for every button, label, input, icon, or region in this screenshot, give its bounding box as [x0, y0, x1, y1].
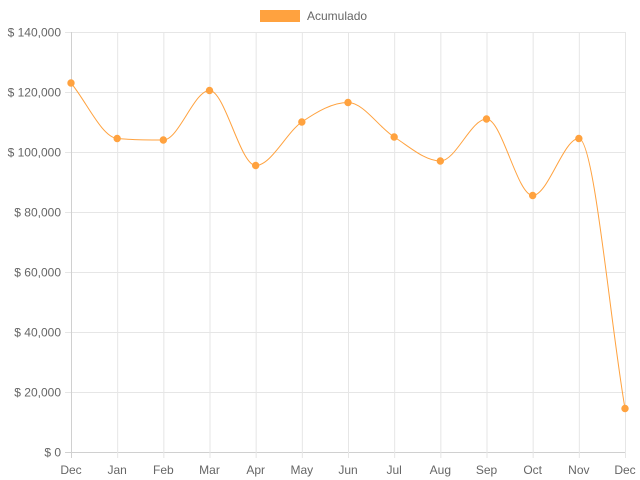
- data-point[interactable]: [298, 118, 306, 126]
- x-tick-label: Mar: [199, 463, 220, 477]
- data-point[interactable]: [621, 404, 629, 413]
- data-point[interactable]: [575, 134, 583, 143]
- data-point[interactable]: [67, 79, 75, 87]
- x-tick-label: Jun: [338, 463, 357, 477]
- y-axis-ticks: $ 0 $ 20,000 $ 40,000 $ 60,000 $ 80,000 $ 100…: [8, 26, 62, 460]
- legend-swatch: [260, 10, 300, 22]
- data-point[interactable]: [344, 98, 352, 107]
- y-tick-label: $ 100,000: [8, 146, 62, 160]
- y-tick-label: $ 60,000: [14, 266, 61, 280]
- x-tick-label: Oct: [523, 463, 542, 477]
- legend-label: Acumulado: [307, 9, 367, 23]
- data-point[interactable]: [113, 134, 121, 143]
- data-point[interactable]: [205, 86, 214, 95]
- x-tick-label: Dec: [614, 463, 635, 477]
- x-tick-label: Nov: [568, 463, 589, 477]
- x-tick-label: Aug: [430, 463, 451, 477]
- y-tick-label: $ 0: [44, 446, 61, 460]
- series-line: [70, 82, 626, 409]
- y-tick-label: $ 80,000: [14, 206, 61, 220]
- x-tick-label: Feb: [153, 463, 174, 477]
- y-tick-label: $ 20,000: [14, 386, 61, 400]
- data-point[interactable]: [528, 191, 537, 200]
- data-point[interactable]: [159, 136, 168, 144]
- x-tick-label: Sep: [476, 463, 498, 477]
- data-point[interactable]: [251, 161, 260, 170]
- grid: [65, 32, 626, 458]
- x-tick-label: May: [290, 463, 313, 477]
- data-point[interactable]: [436, 157, 445, 165]
- y-tick-label: $ 140,000: [8, 26, 62, 40]
- y-tick-label: $ 40,000: [14, 326, 61, 340]
- x-axis-ticks: Dec Jan Feb Mar Apr May Jun Jul Aug Sep Oct Nov Dec: [60, 463, 635, 477]
- y-tick-label: $ 120,000: [8, 86, 62, 100]
- x-tick-label: Jan: [107, 463, 126, 477]
- x-tick-label: Dec: [60, 463, 81, 477]
- data-point[interactable]: [390, 133, 398, 141]
- data-points: [67, 79, 629, 413]
- data-point[interactable]: [482, 115, 491, 123]
- x-tick-label: Apr: [246, 463, 265, 477]
- x-tick-label: Jul: [386, 463, 401, 477]
- legend[interactable]: Acumulado: [260, 9, 367, 23]
